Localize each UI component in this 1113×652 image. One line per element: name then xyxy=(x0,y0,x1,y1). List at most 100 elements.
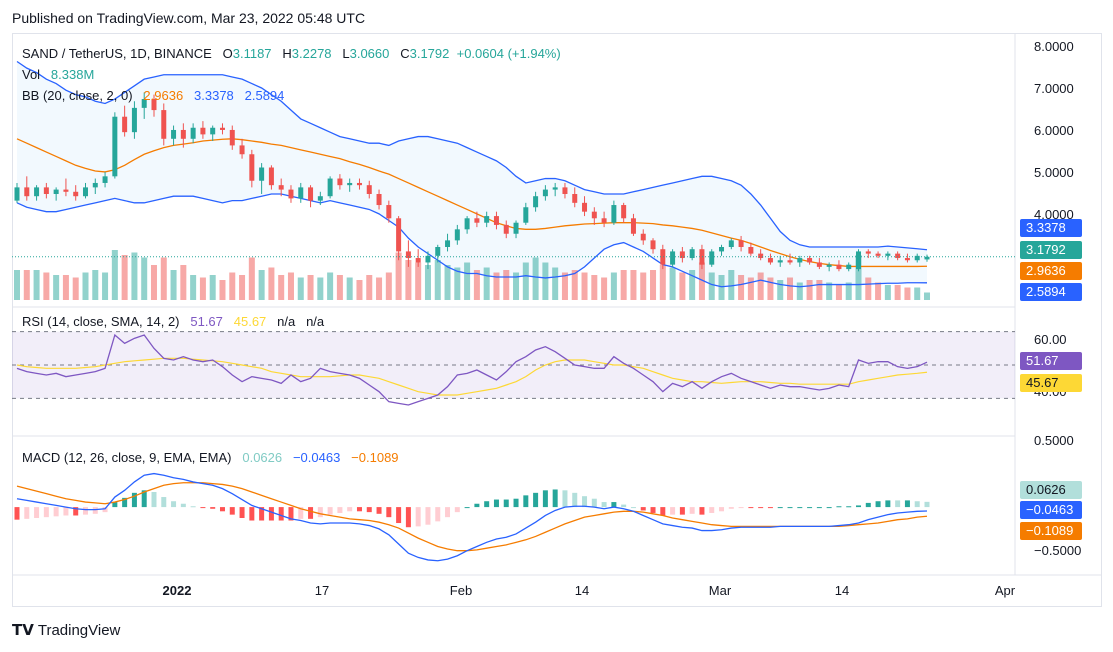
macd-histogram-bar xyxy=(278,507,284,521)
volume-bar xyxy=(82,272,89,300)
macd-histogram-bar xyxy=(464,507,470,509)
macd-histogram-bar xyxy=(650,507,656,513)
candle-body xyxy=(268,167,274,186)
volume-bar xyxy=(209,275,216,300)
bb-band-fill xyxy=(17,61,927,287)
candle-body xyxy=(611,205,617,223)
volume-bar xyxy=(444,265,451,300)
tradingview-logo[interactable]: 𝗧𝗩 TradingView xyxy=(12,621,120,639)
volume-bar xyxy=(591,275,598,300)
candle-body xyxy=(914,255,920,261)
bb-lower-line xyxy=(16,193,928,288)
candle-body xyxy=(787,260,793,263)
candle-body xyxy=(709,251,715,265)
volume-bar xyxy=(493,272,500,300)
volume-bar xyxy=(180,265,187,300)
volume-bar xyxy=(111,250,118,300)
volume-bar xyxy=(796,282,803,300)
volume-bar xyxy=(571,270,578,300)
volume-bar xyxy=(376,277,383,300)
volume-bar xyxy=(669,267,676,300)
volume-bar xyxy=(464,262,471,300)
volume-bar xyxy=(914,287,921,300)
volume-bar xyxy=(473,270,480,300)
macd-histogram-bar xyxy=(826,507,832,509)
macd-histogram-bar xyxy=(415,507,421,527)
rsi-ma-value: 45.67 xyxy=(233,314,267,329)
volume-bar xyxy=(620,270,627,300)
macd-histogram-bar xyxy=(73,507,79,516)
macd-histogram-bar xyxy=(396,507,402,524)
candle-body xyxy=(885,253,891,256)
macd-histogram-bar xyxy=(249,507,255,521)
bb-lower-value: 2.5894 xyxy=(244,88,285,103)
published-banner: Published on TradingView.com, Mar 23, 20… xyxy=(12,10,366,26)
macd-histogram-bar xyxy=(161,497,167,508)
rsi-line xyxy=(16,333,928,406)
price-tick: 6.0000 xyxy=(1034,123,1074,138)
rsi-label[interactable]: RSI (14, close, SMA, 14, 2) xyxy=(22,314,180,329)
macd-histogram-bar xyxy=(914,501,920,508)
candle-body xyxy=(376,194,382,206)
symbol-label[interactable]: SAND / TetherUS, 1D, BINANCE xyxy=(22,46,212,61)
macd-histogram-bar xyxy=(308,507,314,519)
macd-histogram-bar xyxy=(621,504,627,508)
volume-bar xyxy=(239,275,246,300)
candle-body xyxy=(180,129,186,139)
macd-hist-badge: 0.0626 xyxy=(1020,481,1082,499)
macd-histogram-bar xyxy=(171,501,177,508)
macd-histogram-bar xyxy=(875,501,881,508)
macd-histogram-bar xyxy=(895,500,901,508)
bb-label[interactable]: BB (20, close, 2, 0) xyxy=(22,88,133,103)
volume-bar xyxy=(894,285,901,300)
low-label: L xyxy=(342,46,350,61)
volume-label[interactable]: Vol xyxy=(22,67,41,82)
candle-body xyxy=(327,178,333,197)
candle-body xyxy=(865,251,871,254)
macd-histogram-bar xyxy=(151,492,157,508)
candle-body xyxy=(43,187,49,194)
volume-bar xyxy=(385,272,392,300)
macd-histogram-bar xyxy=(454,507,460,513)
candle-body xyxy=(904,258,910,261)
volume-bar xyxy=(855,255,862,300)
macd-histogram-bar xyxy=(709,507,715,513)
candle-body xyxy=(856,251,862,270)
candle-body xyxy=(53,189,59,194)
candle-body xyxy=(405,251,411,259)
bb-upper-value: 3.3378 xyxy=(194,88,234,103)
candle-body xyxy=(474,218,480,223)
macd-histogram-bar xyxy=(836,506,842,508)
macd-histogram-bar xyxy=(141,490,147,508)
price-tick: 7.0000 xyxy=(1034,81,1074,96)
macd-histogram-bar xyxy=(210,507,216,509)
volume-bar xyxy=(23,270,30,300)
macd-signal-badge: −0.1089 xyxy=(1020,522,1082,540)
macd-histogram-bar xyxy=(787,507,793,509)
candle-body xyxy=(777,260,783,263)
volume-bar xyxy=(336,275,343,300)
volume-bar xyxy=(689,270,696,300)
volume-bar xyxy=(679,272,686,300)
low-value: 3.0660 xyxy=(349,46,390,61)
candle-body xyxy=(826,264,832,267)
rsi-value: 51.67 xyxy=(190,314,223,329)
price-legend: SAND / TetherUS, 1D, BINANCE O3.1187 H3.… xyxy=(22,46,561,61)
volume-bar xyxy=(904,287,911,300)
volume-bar xyxy=(62,275,69,300)
volume-bar xyxy=(454,267,461,300)
volume-bar xyxy=(43,272,50,300)
macd-histogram-bar xyxy=(14,507,20,520)
candle-body xyxy=(582,202,588,212)
candle-body xyxy=(738,240,744,247)
macd-label[interactable]: MACD (12, 26, close, 9, EMA, EMA) xyxy=(22,450,232,465)
volume-bar xyxy=(601,277,608,300)
volume-bar xyxy=(767,277,774,300)
macd-badge: −0.0463 xyxy=(1020,501,1082,519)
macd-histogram-bar xyxy=(366,507,372,513)
candle-body xyxy=(259,167,265,181)
bb-basis-badge: 2.9636 xyxy=(1020,262,1082,280)
macd-histogram-bar xyxy=(493,499,499,508)
volume-bar xyxy=(229,272,236,300)
